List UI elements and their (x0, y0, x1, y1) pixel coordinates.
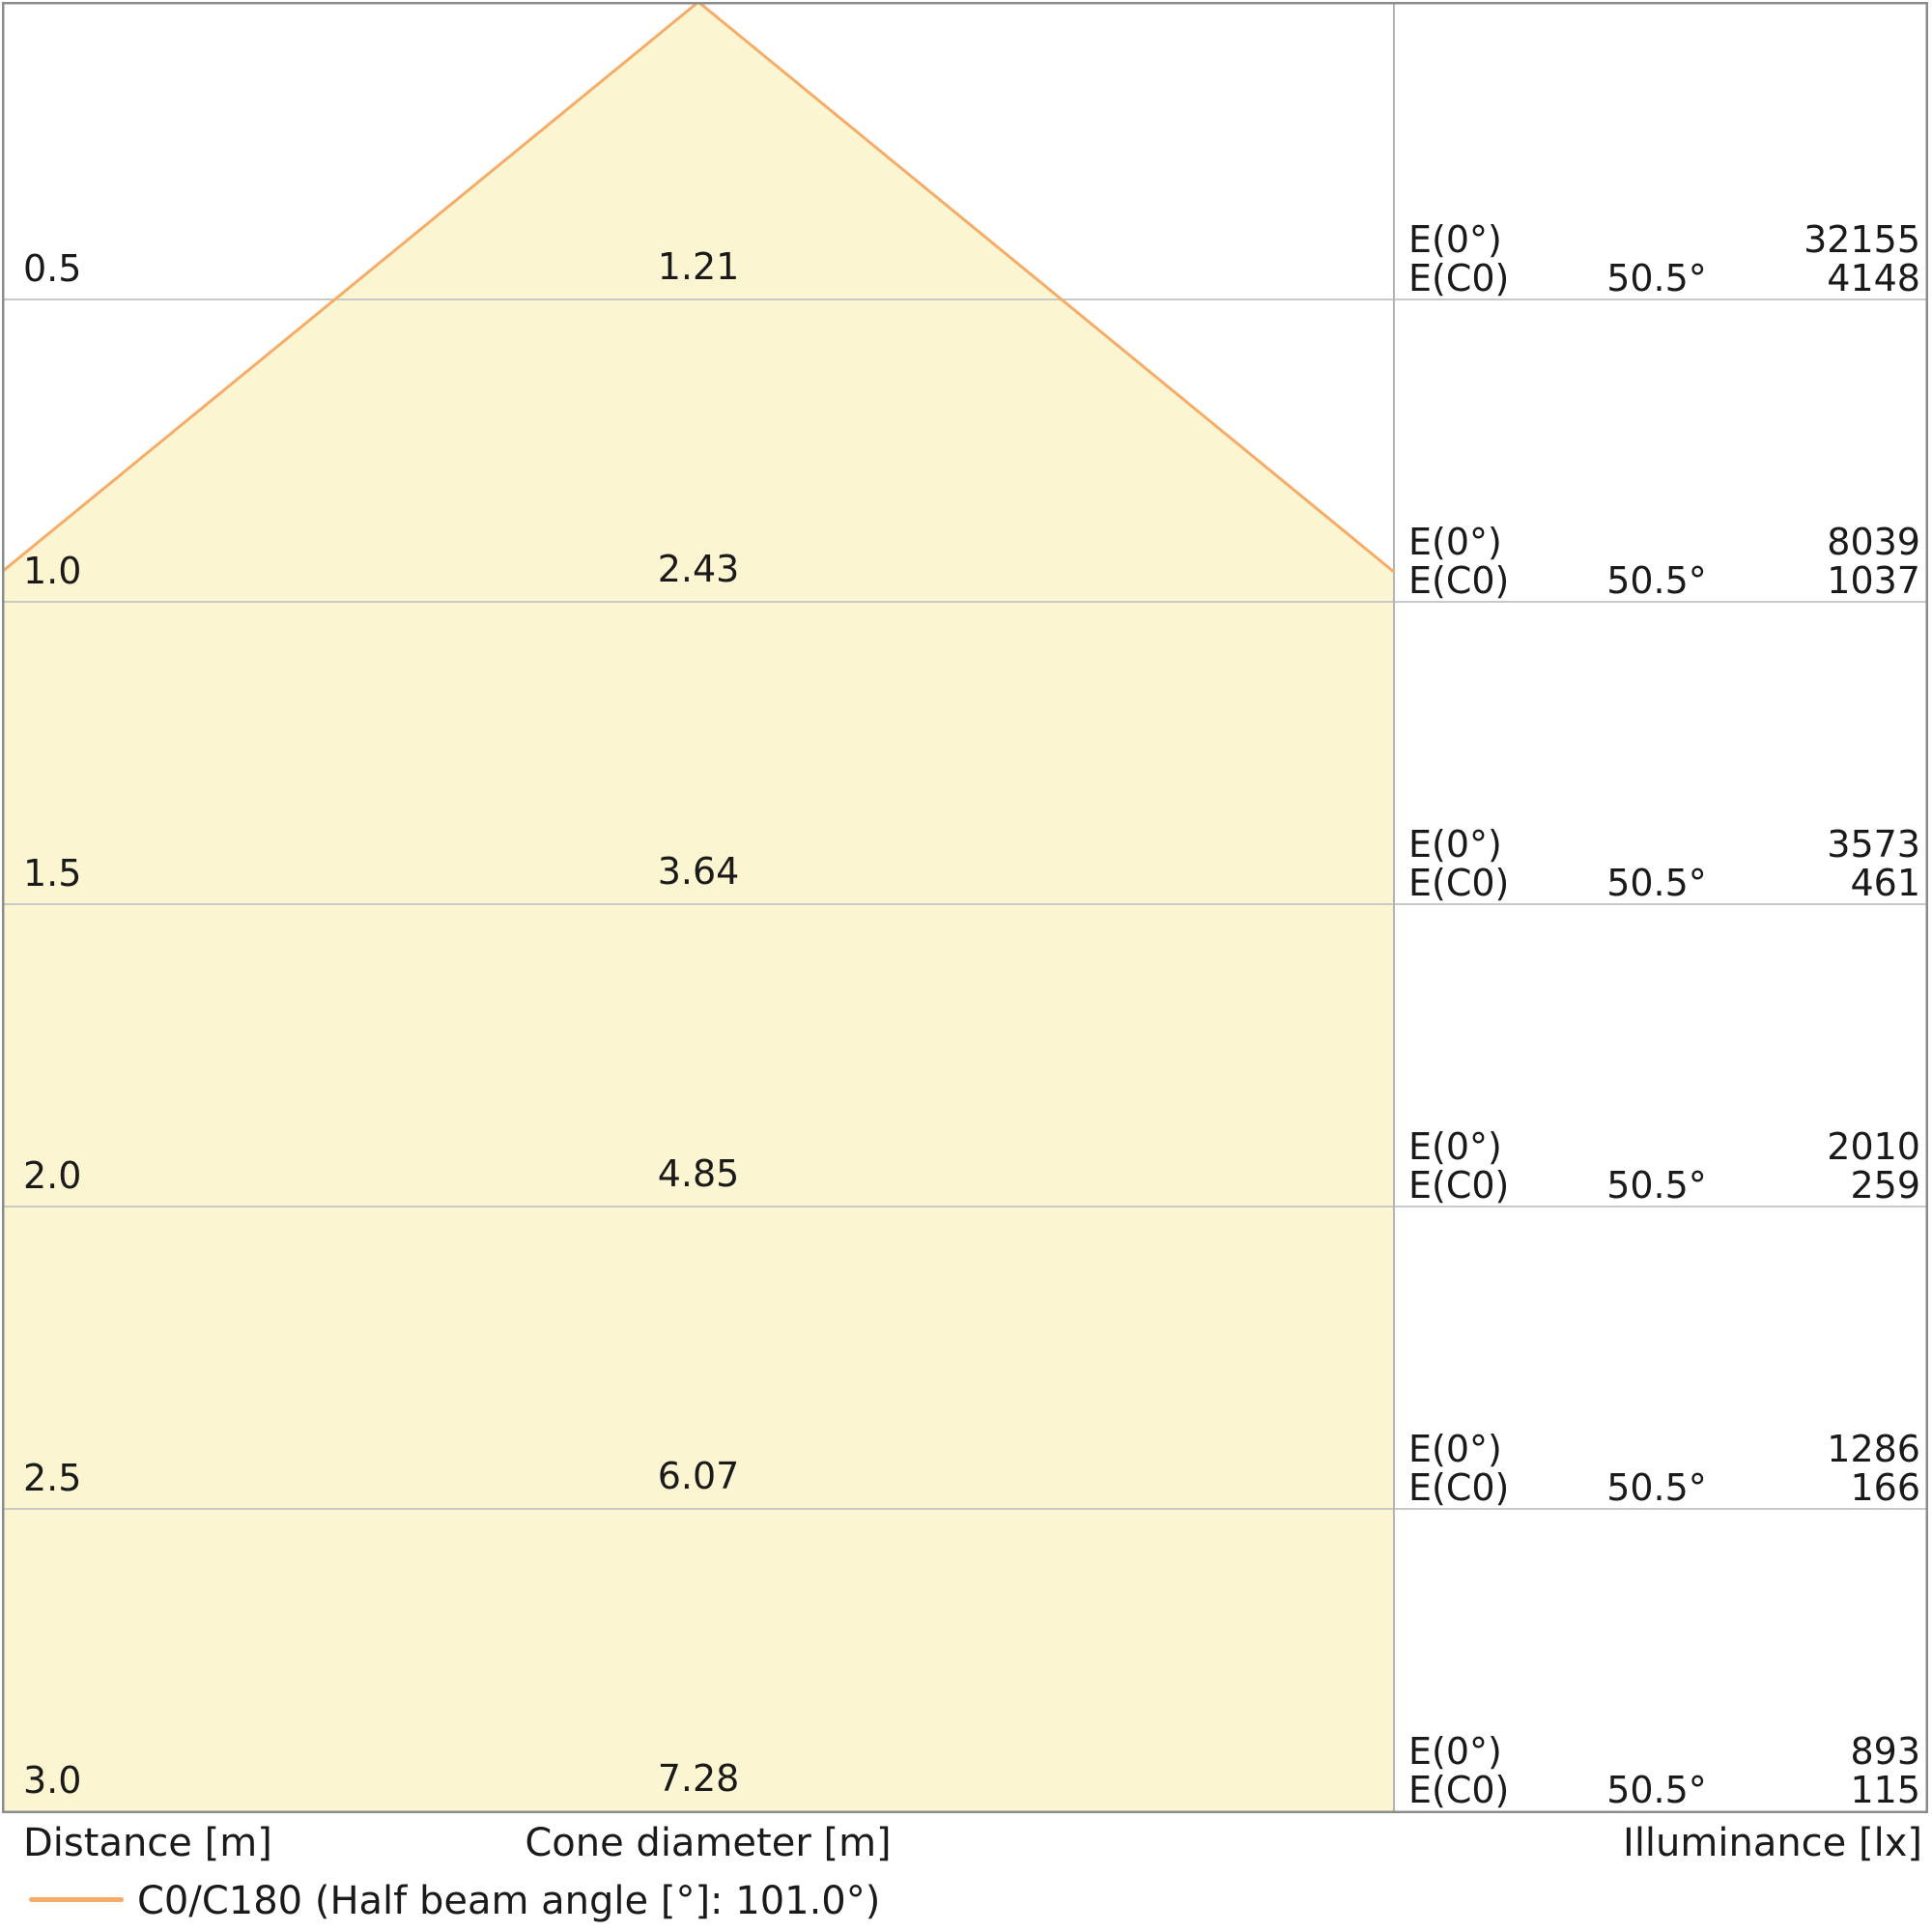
cone-diameter-label: 4.85 (657, 1152, 740, 1195)
ec0-label: E(C0) (1408, 257, 1510, 299)
cone-diameter-label: 2.43 (657, 548, 740, 590)
ec0-value: 115 (1850, 1769, 1920, 1811)
e0-label: E(0°) (1408, 1125, 1502, 1168)
cone-diameter-axis-label: Cone diameter [m] (525, 1821, 892, 1865)
ec0-value: 4148 (1827, 257, 1920, 299)
distance-label: 1.0 (23, 550, 82, 592)
e0-label: E(0°) (1408, 218, 1502, 261)
ec0-value: 259 (1850, 1164, 1920, 1207)
ec0-angle: 50.5° (1606, 862, 1707, 904)
ec0-angle: 50.5° (1606, 1769, 1707, 1811)
legend-label: C0/C180 (Half beam angle [°]: 101.0°) (137, 1879, 881, 1923)
e0-angle (1573, 1732, 1741, 1771)
illuminance-row: E(0°) 32155 E(C0) 50.5° 4148 (1408, 220, 1920, 298)
cone-edge-left (2, 2, 699, 574)
cone-fill (2, 2, 1394, 1811)
e0-value: 893 (1850, 1730, 1920, 1773)
e0-value: 8039 (1827, 521, 1920, 563)
legend-line-swatch (29, 1897, 124, 1902)
e0-angle (1573, 1430, 1741, 1468)
distance-label: 2.5 (23, 1457, 82, 1499)
illuminance-row: E(0°) 2010 E(C0) 50.5° 259 (1408, 1127, 1920, 1205)
ec0-angle: 50.5° (1606, 1164, 1707, 1207)
e0-angle (1573, 220, 1741, 259)
ec0-label: E(C0) (1408, 1466, 1510, 1509)
ec0-label: E(C0) (1408, 559, 1510, 602)
illuminance-row: E(0°) 1286 E(C0) 50.5° 166 (1408, 1430, 1920, 1507)
cone-diameter-label: 7.28 (657, 1757, 740, 1800)
illuminance-row: E(0°) 8039 E(C0) 50.5° 1037 (1408, 523, 1920, 600)
e0-value: 1286 (1827, 1428, 1920, 1470)
e0-angle (1573, 1127, 1741, 1166)
e0-value: 32155 (1804, 218, 1920, 261)
distance-axis-label: Distance [m] (23, 1821, 272, 1865)
distance-label: 1.5 (23, 852, 82, 895)
ec0-angle: 50.5° (1606, 559, 1707, 602)
ec0-value: 1037 (1827, 559, 1920, 602)
ec0-angle: 50.5° (1606, 257, 1707, 299)
distance-label: 2.0 (23, 1154, 82, 1197)
ec0-value: 461 (1850, 862, 1920, 904)
e0-angle (1573, 523, 1741, 561)
cone-edge-right (697, 2, 1395, 574)
ec0-value: 166 (1850, 1466, 1920, 1509)
e0-label: E(0°) (1408, 1730, 1502, 1773)
e0-label: E(0°) (1408, 1428, 1502, 1470)
cone-diameter-label: 6.07 (657, 1455, 740, 1497)
illuminance-row: E(0°) 3573 E(C0) 50.5° 461 (1408, 825, 1920, 902)
cone-plot (2, 2, 1928, 1813)
plot-border (2, 2, 1928, 1813)
e0-label: E(0°) (1408, 521, 1502, 563)
ec0-label: E(C0) (1408, 1769, 1510, 1811)
cone-diameter-label: 1.21 (657, 245, 740, 288)
cone-diameter-label: 3.64 (657, 850, 740, 893)
e0-value: 3573 (1827, 823, 1920, 866)
ec0-label: E(C0) (1408, 862, 1510, 904)
e0-label: E(0°) (1408, 823, 1502, 866)
e0-value: 2010 (1827, 1125, 1920, 1168)
e0-angle (1573, 825, 1741, 864)
distance-label: 3.0 (23, 1759, 82, 1802)
ec0-label: E(C0) (1408, 1164, 1510, 1207)
ec0-angle: 50.5° (1606, 1466, 1707, 1509)
illuminance-row: E(0°) 893 E(C0) 50.5° 115 (1408, 1732, 1920, 1809)
distance-label: 0.5 (23, 247, 82, 290)
illuminance-axis-label: Illuminance [lx] (1623, 1821, 1922, 1865)
